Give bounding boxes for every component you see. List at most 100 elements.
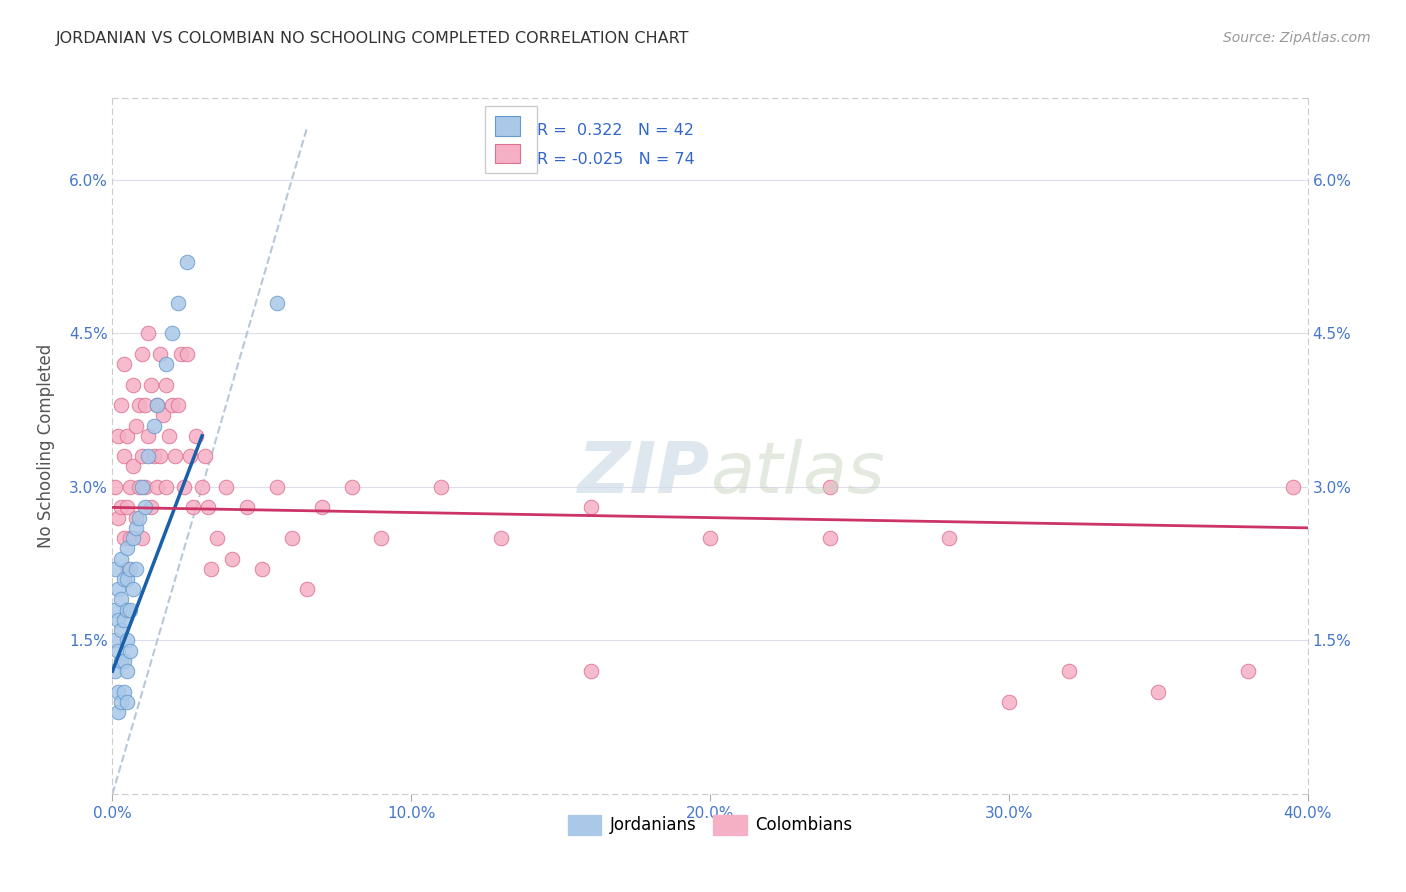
Point [489,531,512,545]
Point [143,449,166,463]
Text: R =  0.322   N = 42: R = 0.322 N = 42 [537,122,693,137]
Point [104,664,127,678]
Point [117,429,139,443]
Point [122,377,145,392]
Point [114,357,135,371]
Point [162,398,183,412]
Point [107,643,129,657]
Point [125,562,148,576]
Point [138,449,160,463]
Point [114,613,135,627]
Point [143,418,166,433]
Point [131,449,153,463]
Point [141,500,163,515]
Point [152,409,174,423]
Point [125,521,148,535]
Point [117,500,139,515]
Point [167,295,190,310]
Point [117,695,139,709]
Point [114,449,135,463]
Point [149,449,172,463]
Point [134,398,156,412]
Point [141,377,163,392]
Point [250,562,273,576]
Point [340,480,363,494]
Point [110,592,132,607]
Point [200,562,222,576]
Point [1147,684,1170,698]
Point [149,347,172,361]
Point [110,695,132,709]
Point [281,531,304,545]
Point [117,562,139,576]
Point [107,613,129,627]
Point [128,398,150,412]
Point [938,531,960,545]
Point [205,531,228,545]
Point [107,429,129,443]
Point [176,347,198,361]
Point [699,531,721,545]
Point [818,531,841,545]
Point [1237,664,1260,678]
Point [131,531,153,545]
Point [107,705,129,719]
Point [155,357,177,371]
Point [110,500,132,515]
Text: atlas: atlas [710,440,884,508]
Point [104,603,127,617]
Point [194,449,217,463]
Point [181,500,204,515]
Point [120,562,142,576]
Point [104,480,127,494]
Point [117,603,139,617]
Point [122,582,145,597]
Point [173,480,195,494]
Point [131,347,153,361]
Point [107,582,129,597]
Point [157,429,180,443]
Point [266,295,288,310]
Point [818,480,841,494]
Point [120,643,142,657]
Point [179,449,201,463]
Point [1057,664,1080,678]
Point [134,500,156,515]
Point [110,654,132,668]
Point [114,531,135,545]
Point [134,480,156,494]
Point [197,500,219,515]
Point [125,510,148,524]
Point [117,633,139,648]
Point [165,449,187,463]
Point [110,623,132,637]
Point [146,398,169,412]
Text: ZIP: ZIP [578,440,710,508]
Text: JORDANIAN VS COLOMBIAN NO SCHOOLING COMPLETED CORRELATION CHART: JORDANIAN VS COLOMBIAN NO SCHOOLING COMP… [56,31,690,46]
Point [155,480,177,494]
Point [266,480,288,494]
Point [579,664,602,678]
Point [117,572,139,586]
Point [1281,480,1303,494]
Point [120,480,142,494]
Point [104,633,127,648]
Point [155,377,177,392]
Point [162,326,183,341]
Point [221,551,243,566]
Point [146,398,169,412]
Point [120,603,142,617]
Point [295,582,318,597]
Point [107,684,129,698]
Point [186,429,208,443]
Point [236,500,259,515]
Point [117,664,139,678]
Point [146,480,169,494]
Y-axis label: No Schooling Completed: No Schooling Completed [37,344,55,548]
Point [998,695,1021,709]
Point [107,510,129,524]
Legend: Jordanians, Colombians: Jordanians, Colombians [561,809,859,841]
Point [138,429,160,443]
Text: Source: ZipAtlas.com: Source: ZipAtlas.com [1223,31,1371,45]
Point [131,480,153,494]
